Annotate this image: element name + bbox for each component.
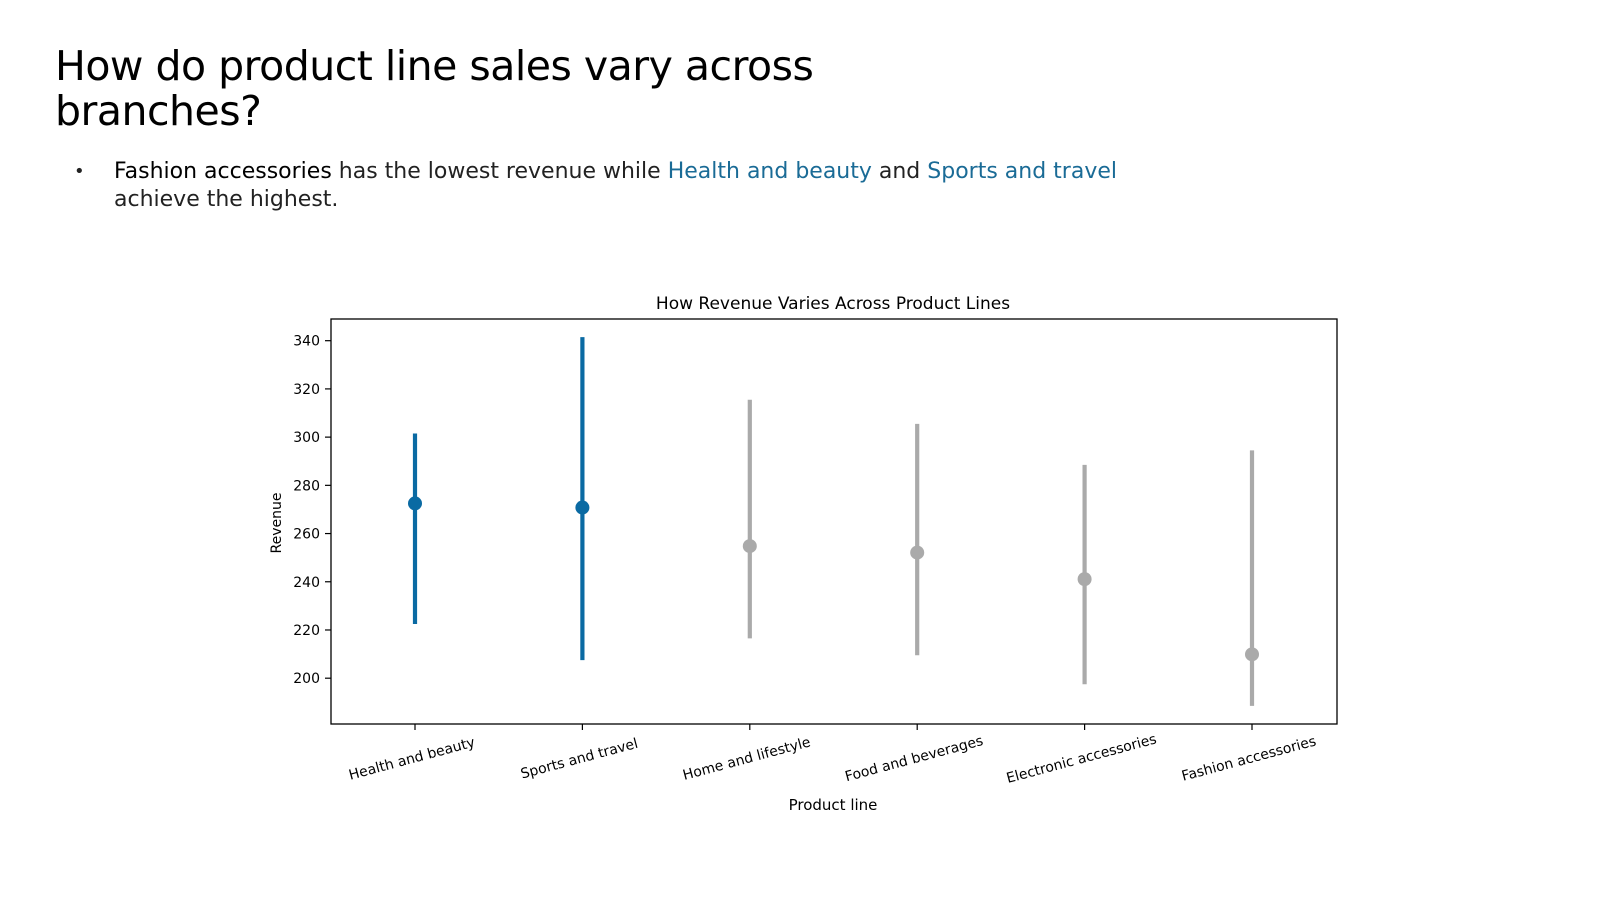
bullet-text-part: achieve the highest. xyxy=(114,187,339,212)
x-tick-label: Health and beauty xyxy=(347,735,477,784)
insight-bullet: • Fashion accessories has the lowest rev… xyxy=(74,158,1154,214)
slide-title: How do product line sales vary across br… xyxy=(55,42,814,135)
bullet-lowest-product: Fashion accessories xyxy=(114,159,332,184)
bullet-text: Fashion accessories has the lowest reven… xyxy=(114,158,1154,214)
y-tick-label: 280 xyxy=(293,478,320,494)
y-tick-label: 300 xyxy=(293,430,320,446)
mean-point xyxy=(910,545,925,560)
data-marks xyxy=(408,337,1259,706)
y-tick-label: 260 xyxy=(293,527,320,543)
mean-point xyxy=(1077,572,1092,587)
x-tick-label: Sports and travel xyxy=(519,736,640,783)
bullet-marker: • xyxy=(74,161,85,182)
y-axis-label: Revenue xyxy=(269,493,285,554)
bullet-text-part: and xyxy=(871,159,928,184)
mean-point xyxy=(408,496,422,511)
plot-frame xyxy=(330,318,1338,725)
x-axis: Health and beauty Sports and travel Home a… xyxy=(347,724,1318,787)
mean-point xyxy=(742,539,757,554)
bullet-highest-product-1: Health and beauty xyxy=(667,159,872,184)
bullet-highest-product-2: Sports and travel xyxy=(927,159,1117,184)
y-tick-label: 240 xyxy=(293,575,320,591)
y-axis: 200 220 240 260 280 300 320 340 xyxy=(293,334,331,687)
y-tick-label: 340 xyxy=(293,334,320,350)
y-tick-label: 200 xyxy=(293,671,320,687)
chart-title: How Revenue Varies Across Product Lines xyxy=(656,294,1010,314)
y-tick-label: 220 xyxy=(293,623,320,639)
mean-point xyxy=(575,500,590,515)
bullet-text-part: has the lowest revenue while xyxy=(331,159,668,184)
x-axis-label: Product line xyxy=(789,796,878,814)
x-tick-label: Fashion accessories xyxy=(1180,733,1318,784)
x-tick-label: Food and beverages xyxy=(843,733,985,785)
x-tick-label: Home and lifestyle xyxy=(681,734,812,783)
y-tick-label: 320 xyxy=(293,382,320,398)
mean-point xyxy=(1245,647,1259,662)
x-tick-label: Electronic accessories xyxy=(1005,731,1159,787)
